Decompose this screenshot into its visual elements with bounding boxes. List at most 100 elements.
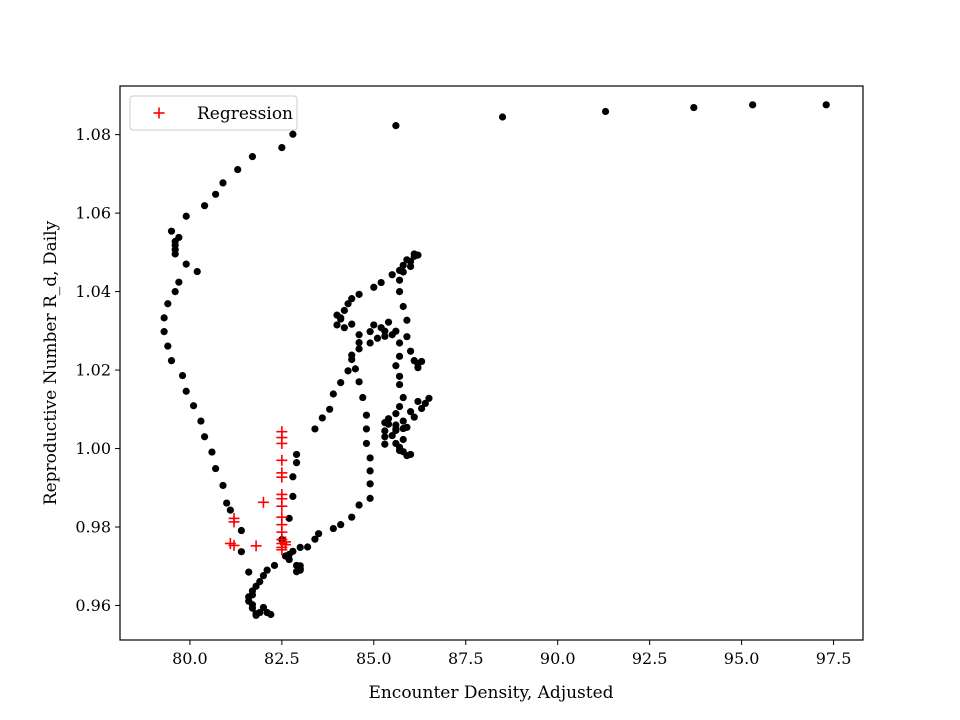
data-point (237, 548, 245, 556)
data-point (822, 101, 830, 109)
data-point (278, 143, 286, 152)
data-point (410, 413, 418, 421)
data-point (160, 328, 168, 336)
data-point (219, 481, 227, 490)
data-point (333, 321, 341, 329)
regression-point (276, 437, 288, 449)
x-tick-label: 87.5 (448, 649, 484, 668)
data-point (690, 103, 698, 112)
data-point (315, 530, 323, 538)
data-point (337, 314, 345, 322)
x-tick-label: 80.0 (172, 649, 208, 668)
y-tick-label: 1.02 (75, 361, 111, 380)
y-tick-label: 1.06 (75, 204, 111, 223)
data-point (355, 345, 363, 353)
data-point (399, 435, 407, 444)
data-point (289, 473, 297, 481)
data-point (337, 521, 345, 529)
data-point (337, 379, 345, 387)
data-point (384, 415, 393, 423)
y-tick-label: 0.96 (75, 596, 111, 615)
y-tick-label: 1.00 (75, 439, 111, 458)
data-point (414, 397, 422, 406)
data-point (267, 610, 275, 619)
data-point (285, 555, 293, 564)
data-point (200, 433, 209, 441)
data-point (395, 266, 404, 275)
x-tick-label: 90.0 (540, 649, 576, 668)
data-point (219, 179, 227, 187)
data-point (182, 260, 190, 268)
data-point (406, 408, 415, 416)
data-point (355, 338, 363, 347)
data-point (362, 439, 371, 448)
regression-point (276, 454, 288, 466)
data-point (399, 261, 407, 269)
data-point (326, 405, 334, 413)
data-point (399, 417, 407, 425)
data-point (601, 107, 610, 116)
data-point (344, 367, 352, 375)
data-point (403, 333, 411, 341)
data-point (392, 410, 400, 418)
data-point (377, 278, 385, 287)
data-point (212, 464, 220, 473)
plot-area (160, 101, 830, 619)
regression-point (228, 539, 240, 551)
data-point (406, 262, 415, 271)
legend: Regression (129, 95, 298, 131)
data-point (399, 393, 407, 402)
data-point (263, 566, 271, 574)
data-point (329, 524, 337, 533)
axes-frame (119, 85, 864, 641)
data-point (395, 287, 404, 296)
data-point (355, 501, 363, 509)
data-point (256, 608, 264, 617)
data-point (355, 378, 363, 386)
data-point (248, 153, 257, 161)
regression-point (228, 512, 240, 524)
data-point (403, 256, 411, 264)
data-point (421, 399, 429, 408)
data-point (373, 334, 382, 342)
data-point (234, 165, 242, 174)
data-point (366, 454, 374, 462)
data-point (256, 577, 264, 586)
data-point (403, 316, 411, 324)
data-point (403, 451, 411, 460)
x-axis-label: Encounter Density, Adjusted (368, 683, 613, 703)
data-point (292, 450, 301, 459)
data-point (381, 332, 389, 340)
x-tick-label: 97.5 (816, 649, 852, 668)
data-point (395, 372, 404, 380)
data-point (167, 357, 176, 365)
legend-label-regression: Regression (197, 104, 293, 124)
x-tick-label: 82.5 (264, 649, 300, 668)
data-point (362, 425, 371, 433)
data-point (340, 306, 348, 315)
data-point (200, 202, 209, 210)
data-point (285, 514, 293, 522)
data-point (289, 547, 297, 555)
data-point (418, 404, 426, 413)
data-point (303, 543, 312, 551)
data-point (160, 314, 168, 322)
data-point (182, 212, 190, 220)
data-point (348, 355, 356, 364)
data-point (406, 347, 415, 355)
data-point (289, 492, 297, 500)
regression-point (276, 471, 288, 483)
data-point (348, 513, 356, 521)
data-point (344, 300, 352, 308)
data-point (366, 339, 374, 347)
data-point (348, 320, 356, 328)
data-point (425, 394, 433, 402)
data-point (395, 339, 404, 347)
data-point (392, 362, 400, 370)
data-point (395, 276, 404, 284)
data-point (366, 480, 374, 488)
data-point (395, 402, 404, 411)
data-point (362, 411, 371, 419)
data-point (182, 387, 190, 395)
